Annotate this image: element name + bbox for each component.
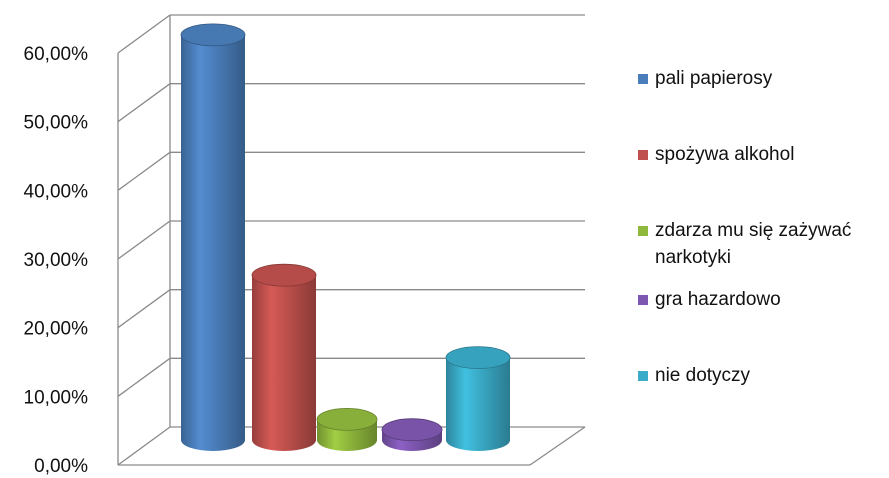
bars bbox=[180, 23, 511, 451]
y-tick-label: 0,00% bbox=[34, 456, 88, 477]
bar-1 bbox=[180, 23, 246, 451]
y-tick-label: 50,00% bbox=[24, 113, 89, 134]
bar-top bbox=[381, 418, 443, 442]
side-wall-gridline bbox=[117, 426, 171, 466]
bar-body bbox=[181, 34, 245, 451]
legend-label: gra hazardowo bbox=[655, 289, 781, 310]
bar-top bbox=[251, 263, 317, 287]
y-tick-label: 60,00% bbox=[24, 44, 89, 65]
bar-body bbox=[252, 275, 316, 451]
legend-swatch bbox=[638, 226, 648, 236]
bar-top bbox=[316, 407, 378, 431]
legend-label: zdarza mu się zażywać narkotyki bbox=[655, 220, 852, 268]
y-tick-label: 30,00% bbox=[24, 250, 89, 271]
side-wall-gridline bbox=[117, 289, 171, 329]
side-wall-gridline bbox=[117, 14, 171, 54]
bar-5 bbox=[445, 346, 511, 451]
bar-4 bbox=[381, 418, 443, 451]
bar-2 bbox=[251, 263, 317, 451]
bar-3 bbox=[316, 407, 378, 451]
side-wall-gridline bbox=[117, 220, 171, 260]
legend-swatch bbox=[638, 295, 648, 305]
y-tick-label: 10,00% bbox=[24, 387, 89, 408]
y-tick-label: 20,00% bbox=[24, 319, 89, 340]
legend-swatch bbox=[638, 150, 648, 160]
side-wall-gridline bbox=[117, 83, 171, 123]
legend-swatch bbox=[638, 74, 648, 84]
legend-label: nie dotyczy bbox=[655, 365, 751, 386]
side-wall-gridline bbox=[117, 357, 171, 397]
legend-swatch bbox=[638, 371, 648, 381]
bar-body bbox=[446, 357, 510, 451]
legend-label: spożywa alkohol bbox=[655, 144, 795, 165]
legend-label: pali papierosy bbox=[655, 68, 773, 89]
side-wall-gridline bbox=[117, 151, 171, 191]
bar-top bbox=[445, 346, 511, 370]
y-axis-ticks: 0,00% 10,00% 20,00% 30,00% 40,00% 50,00% 60,00… bbox=[24, 44, 89, 477]
bar-top bbox=[180, 23, 246, 47]
floor-right-edge bbox=[529, 426, 586, 466]
y-tick-label: 40,00% bbox=[24, 181, 89, 202]
